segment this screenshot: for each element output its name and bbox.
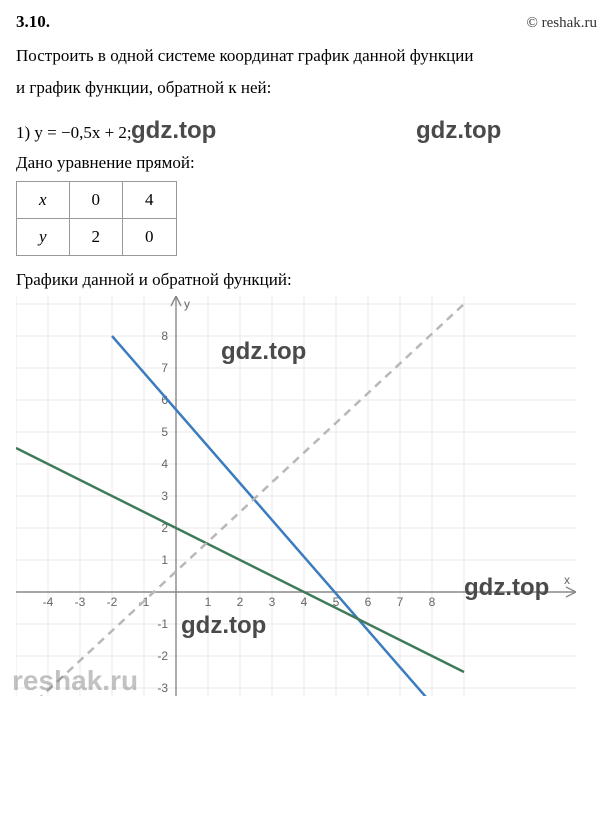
problem-statement: Построить в одной системе координат граф…	[16, 40, 597, 105]
svg-text:7: 7	[161, 361, 168, 375]
svg-text:4: 4	[301, 595, 308, 609]
svg-text:1: 1	[205, 595, 212, 609]
value-table: x 0 4 y 2 0	[16, 181, 177, 256]
problem-number: 3.10.	[16, 12, 50, 32]
reshak-watermark: reshak.ru	[12, 665, 138, 697]
svg-text:x: x	[564, 573, 570, 587]
table-row: y 2 0	[17, 218, 177, 255]
svg-text:5: 5	[161, 425, 168, 439]
problem-line2: и график функции, обратной к ней:	[16, 78, 271, 97]
table-cell: 4	[123, 181, 177, 218]
svg-text:-1: -1	[157, 617, 168, 631]
svg-text:8: 8	[161, 329, 168, 343]
problem-line1: Построить в одной системе координат граф…	[16, 46, 473, 65]
subtask-label: 1) y = −0,5x + 2;	[16, 123, 132, 142]
given-text: Дано уравнение прямой:	[16, 153, 597, 173]
svg-text:6: 6	[365, 595, 372, 609]
svg-text:8: 8	[429, 595, 436, 609]
svg-text:y: y	[184, 297, 190, 311]
chart-container: -4-3-2-112345678-3-2-112345678xy gdz.top…	[16, 296, 597, 701]
svg-text:2: 2	[237, 595, 244, 609]
svg-text:3: 3	[161, 489, 168, 503]
table-cell: 0	[69, 181, 123, 218]
watermark: gdz.top	[131, 117, 216, 145]
svg-text:-2: -2	[157, 649, 168, 663]
site-credit: © reshak.ru	[526, 15, 597, 32]
table-cell: x	[17, 181, 70, 218]
coordinate-chart: -4-3-2-112345678-3-2-112345678xy	[16, 296, 576, 696]
table-cell: 2	[69, 218, 123, 255]
graph-caption: Графики данной и обратной функций:	[16, 270, 597, 290]
svg-text:-3: -3	[157, 681, 168, 695]
watermark: gdz.top	[416, 117, 501, 145]
svg-text:3: 3	[269, 595, 276, 609]
svg-text:4: 4	[161, 457, 168, 471]
table-row: x 0 4	[17, 181, 177, 218]
svg-text:1: 1	[161, 553, 168, 567]
svg-text:-2: -2	[107, 595, 118, 609]
svg-text:7: 7	[397, 595, 404, 609]
reshak-text: reshak.ru	[12, 665, 138, 696]
table-cell: y	[17, 218, 70, 255]
svg-text:-3: -3	[75, 595, 86, 609]
subtask: 1) y = −0,5x + 2; gdz.top gdz.top	[16, 123, 597, 143]
table-cell: 0	[123, 218, 177, 255]
svg-text:-4: -4	[43, 595, 54, 609]
